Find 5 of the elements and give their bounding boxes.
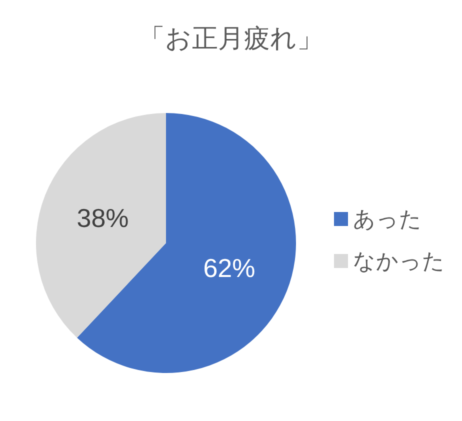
legend-label: あった [353, 206, 422, 232]
chart-title: 「お正月疲れ」 [139, 23, 323, 53]
data-label: 38% [76, 202, 129, 233]
data-label: 62% [203, 253, 256, 284]
legend-label: なかった [353, 248, 445, 274]
